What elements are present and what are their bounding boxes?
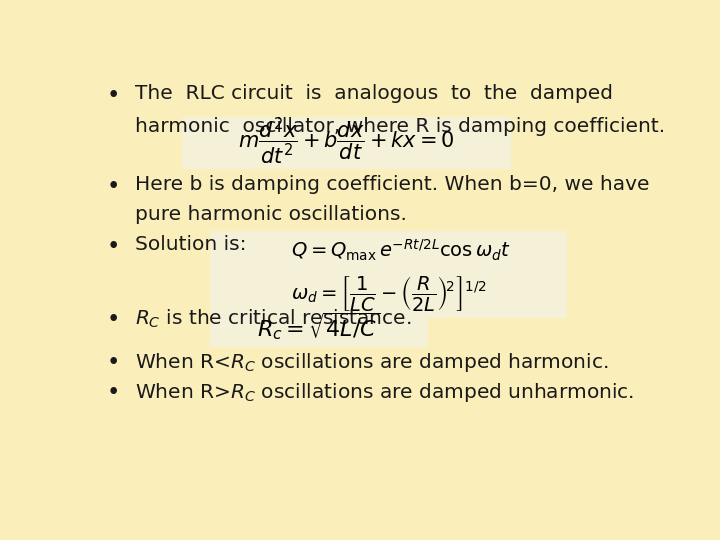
Text: Here b is damping coefficient. When b=0, we have: Here b is damping coefficient. When b=0,…	[135, 175, 649, 194]
FancyBboxPatch shape	[210, 231, 567, 318]
Text: When R>$R_C$ oscillations are damped unharmonic.: When R>$R_C$ oscillations are damped unh…	[135, 381, 634, 404]
FancyBboxPatch shape	[182, 117, 511, 168]
Text: Solution is:: Solution is:	[135, 235, 246, 254]
Text: •: •	[107, 352, 120, 374]
Text: harmonic  oscillator, where R is damping coefficient.: harmonic oscillator, where R is damping …	[135, 117, 665, 136]
Text: $R_C$ is the critical resistance.: $R_C$ is the critical resistance.	[135, 308, 411, 330]
Text: The  RLC circuit  is  analogous  to  the  damped: The RLC circuit is analogous to the damp…	[135, 84, 613, 103]
FancyBboxPatch shape	[210, 306, 428, 347]
Text: When R<$R_C$ oscillations are damped harmonic.: When R<$R_C$ oscillations are damped har…	[135, 352, 608, 374]
Text: •: •	[107, 235, 120, 258]
Text: $\omega_d = \left[\dfrac{1}{LC} - \left(\dfrac{R}{2L}\right)^{\!2}\right]^{1/2}$: $\omega_d = \left[\dfrac{1}{LC} - \left(…	[291, 274, 486, 313]
Text: $m \dfrac{d^2x}{dt^2} + b \dfrac{dx}{dt} + kx = 0$: $m \dfrac{d^2x}{dt^2} + b \dfrac{dx}{dt}…	[238, 116, 455, 167]
Text: •: •	[107, 381, 120, 404]
Text: $R_c = \sqrt{4L/C}$: $R_c = \sqrt{4L/C}$	[257, 310, 380, 342]
Text: pure harmonic oscillations.: pure harmonic oscillations.	[135, 205, 407, 224]
Text: •: •	[107, 308, 120, 330]
Text: $Q = Q_{\mathrm{max}}\, e^{-Rt/2L} \cos \omega_d t$: $Q = Q_{\mathrm{max}}\, e^{-Rt/2L} \cos …	[291, 238, 510, 264]
Text: •: •	[107, 84, 120, 106]
Text: •: •	[107, 175, 120, 198]
